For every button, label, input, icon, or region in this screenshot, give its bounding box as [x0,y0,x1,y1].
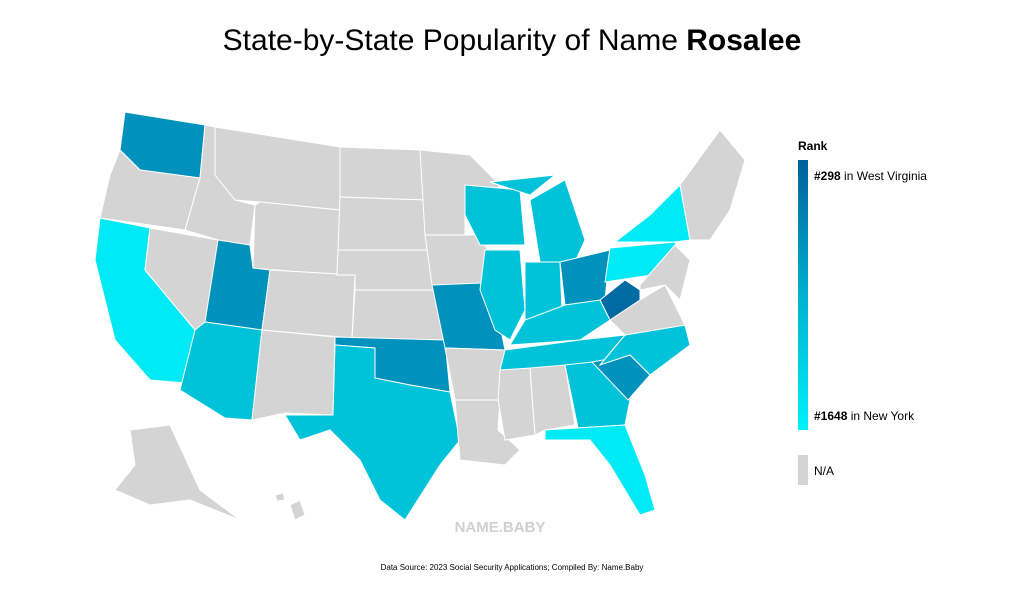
state [599,279,641,321]
state [351,289,446,341]
state [564,361,631,429]
state [444,347,506,401]
title: State-by-State Popularity of Name Rosale… [223,24,802,57]
legend-min-state: in New York [847,409,915,423]
source: Data Source: 2023 Social Security Applic… [381,563,644,572]
state [214,126,341,211]
state [261,269,356,339]
state [251,329,336,421]
legend-min: #1648 in New York [814,409,915,423]
title-text: State-by-State Popularity of Name [223,24,687,57]
legend-na-swatch [798,455,808,485]
state [284,344,461,521]
state [679,129,746,241]
state [479,249,526,341]
legend-max-rank: #298 [814,169,841,183]
state [529,179,586,263]
legend-max: #298 in West Virginia [814,169,927,183]
state [497,367,536,441]
watermark: NAME.BABY [455,519,546,536]
legend-min-rank: #1648 [814,409,848,423]
state [337,196,428,251]
legend-na: N/A [814,464,834,478]
legend-title: Rank [798,139,828,153]
legend-max-state: in West Virginia [841,169,928,183]
state [274,492,286,502]
state [544,424,656,516]
state [529,364,576,436]
state [289,499,306,521]
state [114,424,241,521]
title-name: Rosalee [686,24,801,57]
state [252,201,341,276]
state [613,183,691,243]
state [339,146,426,201]
legend-gradient [798,160,808,430]
us-map [94,111,746,521]
state [639,244,691,301]
state [489,174,557,196]
